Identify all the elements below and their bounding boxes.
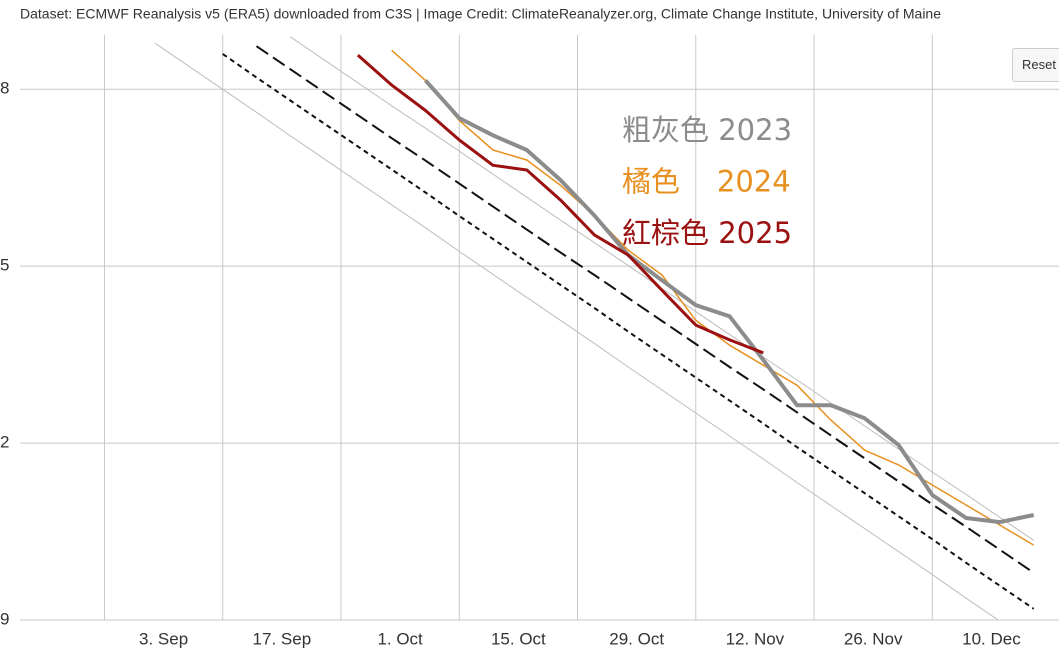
x-tick-label: 15. Oct (491, 629, 546, 648)
x-tick-label: 1. Oct (377, 629, 423, 648)
x-tick-label: 3. Sep (139, 629, 188, 648)
y-tick-label: 2 (0, 433, 9, 452)
annotation: 紅棕色 2025 (622, 216, 792, 250)
grid (20, 35, 1059, 621)
source-credit: Dataset: ECMWF Reanalysis v5 (ERA5) down… (20, 6, 941, 22)
y-tick-label: 9 (0, 609, 9, 628)
annotation: 粗灰色 2023 (622, 113, 792, 147)
series-line (222, 53, 1035, 610)
x-tick-label: 10. Dec (962, 629, 1021, 648)
x-tick-label: 17. Sep (253, 629, 312, 648)
y-tick-label: 5 (0, 256, 9, 275)
reset-zoom-button[interactable]: Reset (1012, 48, 1059, 82)
series-line (424, 79, 1035, 525)
plot-lines (154, 36, 1035, 620)
annotation: 橘色 2024 (622, 165, 791, 199)
series-line (356, 53, 764, 355)
series-line (154, 42, 1000, 620)
y-tick-label: 8 (0, 79, 9, 98)
labels: 8 5 2 9 3. Sep 17. Sep 1. Oct 15. Oct 29. Oct 12.… (0, 79, 1021, 649)
x-tick-label: 12. Nov (726, 629, 785, 648)
x-tick-label: 29. Oct (609, 629, 664, 648)
series-line (255, 45, 1035, 574)
x-tick-label: 26. Nov (844, 629, 903, 648)
